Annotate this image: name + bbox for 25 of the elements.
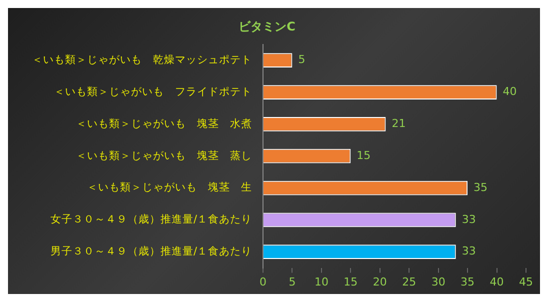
x-tick-label: 0 [260, 275, 266, 288]
data-label: 21 [392, 117, 406, 130]
data-label: 5 [298, 53, 306, 66]
data-label: 35 [474, 180, 488, 194]
data-label: 33 [462, 244, 476, 258]
data-label: 40 [502, 85, 517, 98]
x-tick-label: 10 [314, 275, 328, 288]
y-tick-label: ＜いも類＞じゃがいも 塊茎 蒸し [76, 148, 252, 162]
y-tick-label: 女子３０～４９（歳）推進量/１食あたり [50, 212, 252, 226]
x-tick-label: 15 [344, 275, 358, 288]
y-tick-label: 男子３０～４９（歳）推進量/１食あたり [50, 244, 252, 258]
x-tick-label: 40 [490, 275, 504, 288]
y-tick-label: ＜いも類＞じゃがいも 塊茎 生 [87, 180, 252, 194]
x-tick-label: 25 [402, 275, 416, 288]
x-tick-label: 30 [431, 275, 446, 288]
chart-title: ビタミンC [238, 19, 296, 34]
data-label: 33 [462, 212, 476, 226]
x-tick-label: 35 [460, 275, 475, 288]
x-tick-label: 20 [372, 275, 387, 288]
y-tick-label: ＜いも類＞じゃがいも 乾燥マッシュポテト [32, 54, 252, 66]
data-label: 15 [356, 148, 371, 162]
x-tick-label: 5 [288, 275, 296, 288]
x-tick-label: 45 [519, 275, 533, 288]
y-tick-label: ＜いも類＞じゃがいも 塊茎 水煮 [76, 116, 252, 130]
y-tick-label: ＜いも類＞じゃがいも フライドポテト [54, 86, 252, 98]
